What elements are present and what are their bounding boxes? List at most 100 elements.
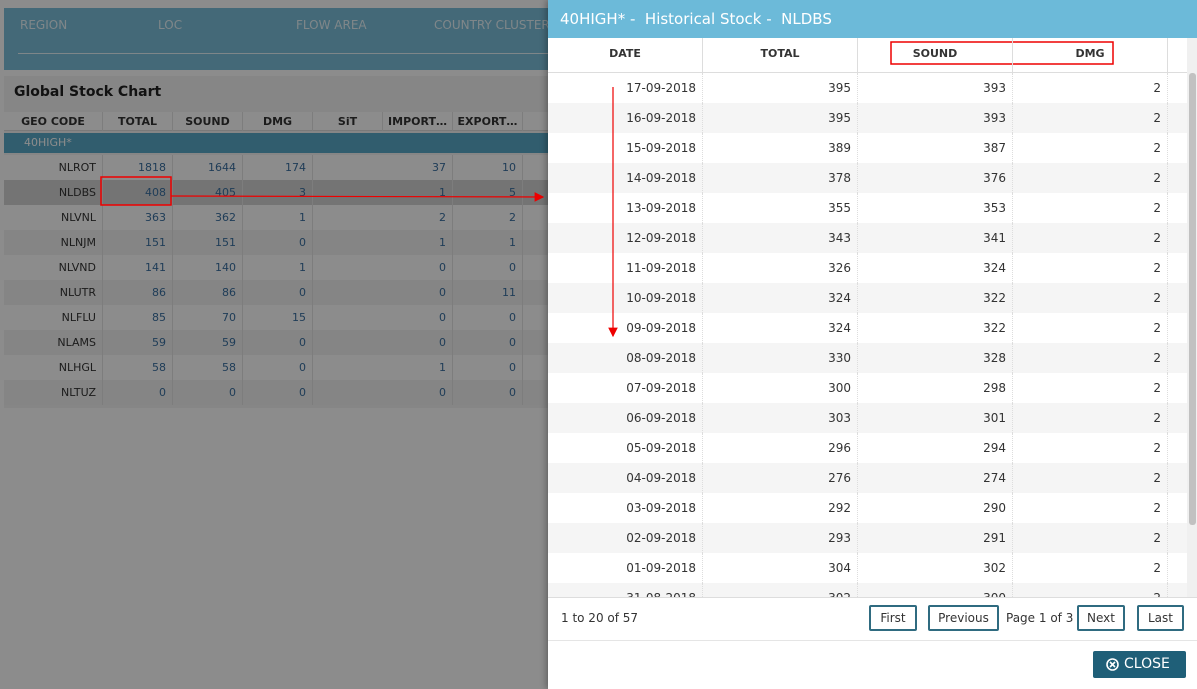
history-row — [548, 73, 1187, 103]
first-button[interactable]: First — [869, 605, 917, 631]
cell: 0 — [243, 230, 313, 255]
geo-code: NLROT — [4, 155, 103, 180]
last-button[interactable]: Last — [1137, 605, 1184, 631]
history-row — [548, 403, 1187, 433]
cell: 0 — [243, 280, 313, 305]
cell: 1 — [383, 230, 453, 255]
geo-code: NLVND — [4, 255, 103, 280]
header-highlight-box — [890, 41, 1114, 65]
cell: 353 — [858, 193, 1013, 223]
cell: 0 — [453, 305, 523, 330]
cell: 0 — [383, 380, 453, 405]
cell: 86 — [173, 280, 243, 305]
cell: 02-09-2018 — [548, 523, 703, 553]
filter-label: FLOW AREA — [296, 18, 367, 32]
cell: 11 — [453, 280, 523, 305]
column-header: EXPORT… — [453, 112, 523, 131]
cell: 06-09-2018 — [548, 403, 703, 433]
cell: 0 — [453, 380, 523, 405]
cell: 362 — [173, 205, 243, 230]
filter-bar — [4, 8, 564, 70]
table-row — [4, 230, 564, 255]
cell: 324 — [703, 283, 858, 313]
cell: 59 — [103, 330, 173, 355]
column-header: DMG — [243, 112, 313, 131]
cell: 395 — [703, 103, 858, 133]
cell: 301 — [858, 403, 1013, 433]
history-row — [548, 523, 1187, 553]
cell: 0 — [243, 355, 313, 380]
geo-code: NLVNL — [4, 205, 103, 230]
cell: 58 — [173, 355, 243, 380]
cell: 276 — [703, 463, 858, 493]
cell: 298 — [858, 373, 1013, 403]
cell: 2 — [1013, 193, 1168, 223]
cell: 0 — [383, 330, 453, 355]
history-row — [548, 253, 1187, 283]
scrollbar-thumb[interactable] — [1189, 73, 1196, 525]
geo-code: NLDBS — [4, 180, 103, 205]
cell: 2 — [1013, 103, 1168, 133]
geo-code: NLTUZ — [4, 380, 103, 405]
history-row — [548, 373, 1187, 403]
column-header: DMG — [1013, 38, 1168, 72]
history-row — [548, 553, 1187, 583]
column-header: DATE — [548, 38, 703, 72]
column-header: IMPORT… — [383, 112, 453, 131]
modal-annotations — [608, 41, 1114, 338]
cell: 0 — [173, 380, 243, 405]
cell: 2 — [1013, 133, 1168, 163]
cell: 13-09-2018 — [548, 193, 703, 223]
table-row — [4, 205, 564, 230]
cell: 59 — [173, 330, 243, 355]
cell: 322 — [858, 313, 1013, 343]
cell: 0 — [453, 355, 523, 380]
cell: 0 — [243, 380, 313, 405]
cell: 291 — [858, 523, 1013, 553]
filter-underline — [18, 53, 548, 54]
cell: 58 — [103, 355, 173, 380]
geo-code: NLAMS — [4, 330, 103, 355]
column-header: SOUND — [858, 38, 1013, 72]
modal-header — [548, 0, 1197, 38]
cell: 151 — [173, 230, 243, 255]
close-icon — [1106, 658, 1119, 671]
cell: 1 — [243, 205, 313, 230]
cell: 2 — [1013, 223, 1168, 253]
geo-code: NLUTR — [4, 280, 103, 305]
history-row — [548, 103, 1187, 133]
cell: 70 — [173, 305, 243, 330]
cell: 378 — [703, 163, 858, 193]
history-row — [548, 493, 1187, 523]
next-button[interactable]: Next — [1077, 605, 1125, 631]
column-header: SOUND — [173, 112, 243, 131]
cell: 12-09-2018 — [548, 223, 703, 253]
table-row — [4, 180, 564, 205]
cell: 08-09-2018 — [548, 343, 703, 373]
cell: 0 — [383, 255, 453, 280]
cell: 5 — [453, 180, 523, 205]
cell: 1818 — [103, 155, 173, 180]
footer-border — [548, 597, 1197, 598]
close-label: CLOSE — [1124, 656, 1170, 672]
cell: 141 — [103, 255, 173, 280]
cell: 1 — [383, 180, 453, 205]
cell: 293 — [703, 523, 858, 553]
panel-title: Global Stock Chart — [14, 84, 162, 100]
arrow — [170, 192, 545, 202]
history-row — [548, 283, 1187, 313]
geo-code: NLFLU — [4, 305, 103, 330]
cell: 1 — [243, 255, 313, 280]
cell: 2 — [1013, 73, 1168, 103]
cell: 300 — [703, 373, 858, 403]
history-row — [548, 313, 1187, 343]
previous-button[interactable]: Previous — [928, 605, 999, 631]
cell: 304 — [703, 553, 858, 583]
table-row — [4, 255, 564, 280]
close-button[interactable]: CLOSE — [1093, 651, 1186, 678]
pager-summary: 1 to 20 of 57 — [561, 611, 639, 625]
column-header: TOTAL — [703, 38, 858, 72]
cell: 0 — [453, 255, 523, 280]
